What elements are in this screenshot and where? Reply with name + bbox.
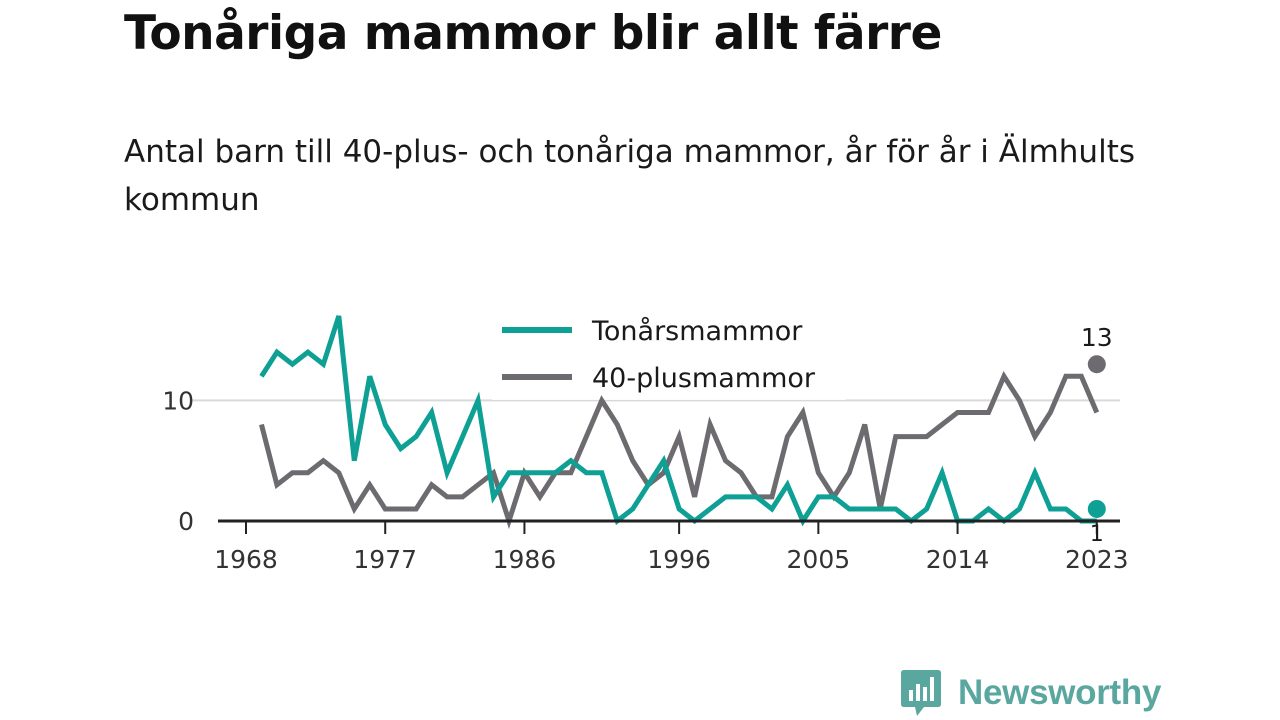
end-label-tonarsmammor: 1 (1090, 522, 1104, 547)
end-marker-tonarsmammor (1087, 499, 1106, 518)
legend-background (492, 308, 846, 400)
bar-chart-speech-bubble-icon (901, 670, 941, 716)
x-tick-label: 2023 (1065, 545, 1129, 574)
chart-title: Tonåriga mammor blir allt färre (124, 6, 942, 61)
brand-name: Newsworthy (958, 673, 1162, 712)
legend-label: 40-plusmammor (592, 363, 816, 394)
y-tick-label: 0 (178, 507, 194, 536)
legend: Tonårsmammor 40-plusmammor (492, 308, 846, 400)
x-tick-label: 2014 (926, 545, 990, 574)
legend-label: Tonårsmammor (591, 316, 803, 347)
x-tick-label: 1968 (214, 545, 278, 574)
end-marker-40-plusmammor (1087, 355, 1106, 374)
x-tick-label: 1977 (353, 545, 417, 574)
chart-subtitle: Antal barn till 40-plus- och tonåriga ma… (124, 134, 1135, 218)
x-tick-label: 2005 (787, 545, 851, 574)
x-tick-label: 1996 (647, 545, 711, 574)
brand-logo: Newsworthy (900, 668, 1161, 718)
x-tick-label: 1986 (493, 545, 557, 574)
series-line-40-plusmammor (259, 370, 1100, 530)
end-label-40-plusmammor: 13 (1081, 323, 1113, 352)
line-chart: 0 10 Tonårsmammor 40-plusmammor 1968 1977 1986… (162, 308, 1129, 574)
y-tick-label: 10 (162, 386, 194, 415)
